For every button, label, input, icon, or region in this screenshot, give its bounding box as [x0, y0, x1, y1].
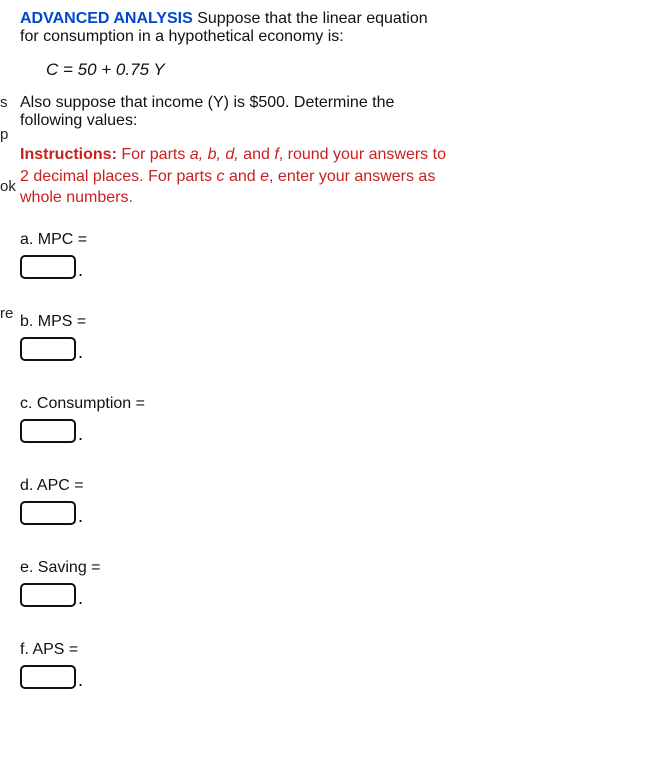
instr-c: c: [217, 168, 225, 185]
instr-line3: whole numbers.: [20, 189, 133, 206]
period: .: [78, 671, 83, 689]
title-rest-1: Suppose that the linear equation: [193, 10, 428, 27]
part-e-label: e. Saving =: [20, 559, 662, 577]
period: .: [78, 425, 83, 443]
instructions: Instructions: For parts a, b, d, and f, …: [20, 144, 662, 209]
part-a-input[interactable]: [20, 255, 76, 279]
margin-fragment-s: s: [0, 94, 8, 111]
margin-fragment-p: p: [0, 126, 8, 143]
suppose-line1: Also suppose that income (Y) is $500. De…: [20, 94, 394, 111]
period: .: [78, 343, 83, 361]
title-rest-2: for consumption in a hypothetical econom…: [20, 28, 344, 45]
instr-e: e: [260, 168, 269, 185]
suppose-line2: following values:: [20, 112, 137, 129]
instr-line2b: , enter your answers as: [269, 168, 435, 185]
part-e-input[interactable]: [20, 583, 76, 607]
part-f-input[interactable]: [20, 665, 76, 689]
instr-abdf: a, b, d,: [190, 146, 239, 163]
margin-fragment-re: re: [0, 305, 13, 322]
part-b-input[interactable]: [20, 337, 76, 361]
part-c: c. Consumption = .: [20, 395, 662, 443]
title-block: ADVANCED ANALYSIS Suppose that the linea…: [20, 10, 662, 46]
part-c-input[interactable]: [20, 419, 76, 443]
part-b: b. MPS = .: [20, 313, 662, 361]
question-container: ADVANCED ANALYSIS Suppose that the linea…: [0, 0, 672, 733]
part-d-label: d. APC =: [20, 477, 662, 495]
part-f-label: f. APS =: [20, 641, 662, 659]
title-lead: ADVANCED ANALYSIS: [20, 10, 193, 27]
period: .: [78, 261, 83, 279]
suppose-text: Also suppose that income (Y) is $500. De…: [20, 94, 662, 130]
margin-fragment-ok: ok: [0, 178, 16, 195]
part-b-label: b. MPS =: [20, 313, 662, 331]
part-d: d. APC = .: [20, 477, 662, 525]
period: .: [78, 589, 83, 607]
period: .: [78, 507, 83, 525]
instr-seg1: For parts: [117, 146, 190, 163]
part-a-label: a. MPC =: [20, 231, 662, 249]
part-f: f. APS = .: [20, 641, 662, 689]
instr-seg2: , round your answers to: [279, 146, 446, 163]
instr-line2a: 2 decimal places. For parts: [20, 168, 217, 185]
part-e: e. Saving = .: [20, 559, 662, 607]
part-d-input[interactable]: [20, 501, 76, 525]
equation: C = 50 + 0.75 Y: [46, 60, 662, 80]
instr-and2: and: [225, 168, 261, 185]
instr-and1: and: [239, 146, 275, 163]
part-c-label: c. Consumption =: [20, 395, 662, 413]
instructions-bold: Instructions:: [20, 146, 117, 163]
part-a: a. MPC = .: [20, 231, 662, 279]
